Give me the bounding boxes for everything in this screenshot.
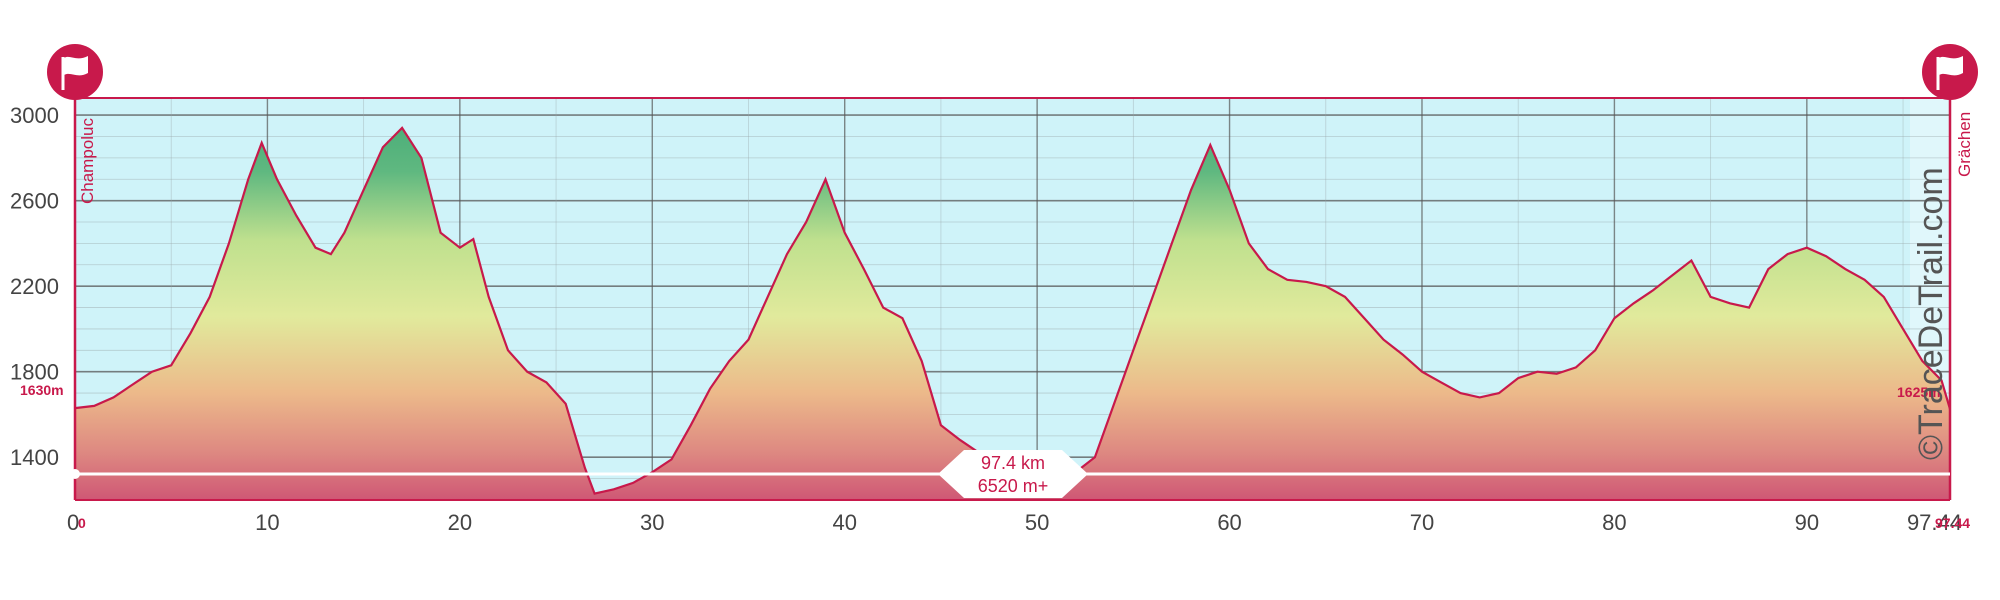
elevation-area (75, 127, 1950, 501)
y-tick-label: 1800 (10, 360, 59, 385)
start-flag-icon (47, 44, 103, 100)
start-x-label: 0 (78, 515, 86, 531)
x-tick-label: 90 (1795, 510, 1819, 535)
y-axis-ticks: 1400 1800 2200 2600 3000 (10, 103, 59, 470)
start-location-label: Champoluc (78, 118, 97, 204)
distance-label: 97.4 km (981, 453, 1045, 473)
y-tick-label: 1400 (10, 445, 59, 470)
end-flag-icon (1922, 44, 1978, 100)
x-tick-label: 10 (255, 510, 279, 535)
x-tick-label: 0 (67, 510, 79, 535)
x-tick-label: 30 (640, 510, 664, 535)
distance-bar-start-dot (70, 469, 80, 479)
x-tick-label: 50 (1025, 510, 1049, 535)
end-x-label: 97.44 (1935, 515, 1970, 531)
distance-badge (938, 450, 1088, 498)
x-tick-label: 97.44 (1907, 510, 1962, 535)
x-tick-label: 70 (1410, 510, 1434, 535)
x-tick-label: 60 (1217, 510, 1241, 535)
watermark: ©TraceDeTrail.com (1912, 167, 1950, 460)
y-tick-label: 2600 (10, 189, 59, 214)
x-tick-label: 40 (832, 510, 856, 535)
y-tick-label: 2200 (10, 274, 59, 299)
end-elevation-label: 1625m (1897, 384, 1941, 400)
x-tick-label: 80 (1602, 510, 1626, 535)
start-elevation-label: 1630m (20, 382, 64, 398)
x-axis-ticks: 0 10 20 30 40 50 60 70 80 90 97.44 (67, 510, 1962, 535)
end-location-label: Grächen (1955, 112, 1974, 177)
x-tick-label: 20 (448, 510, 472, 535)
elevation-gain-label: 6520 m+ (978, 476, 1049, 496)
y-tick-label: 3000 (10, 103, 59, 128)
